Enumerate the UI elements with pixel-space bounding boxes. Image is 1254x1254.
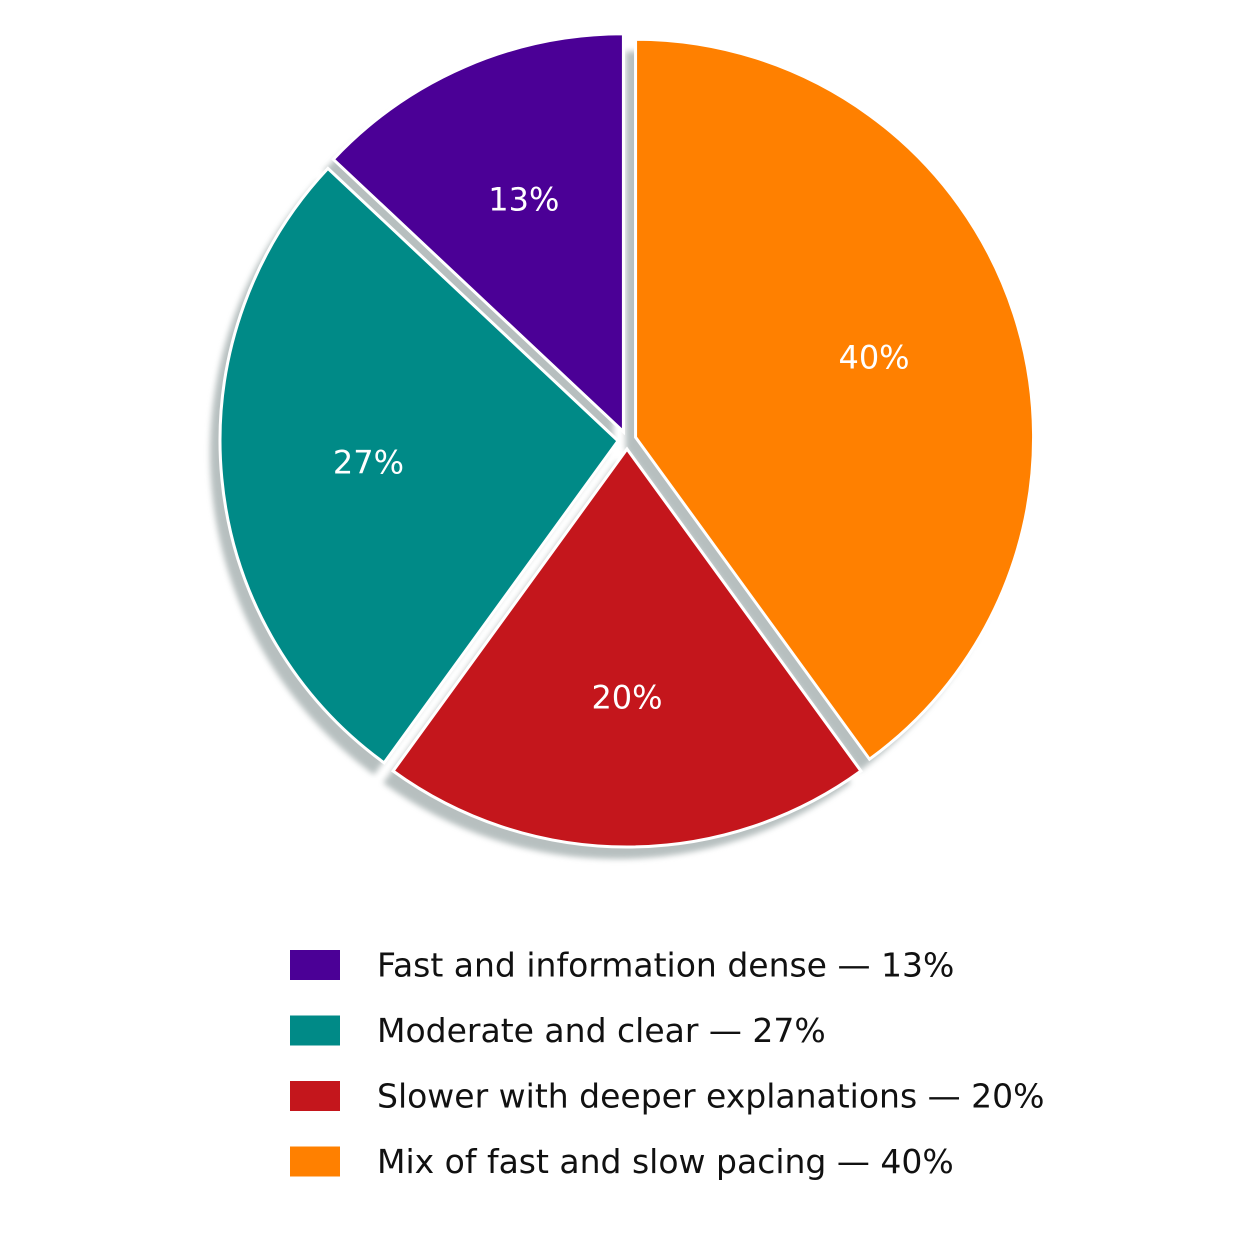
legend-label: Fast and information dense — 13% [377,946,954,985]
legend-label: Slower with deeper explanations — 20% [377,1077,1044,1116]
slice-layer: 13% 27% 20% 40% [218,32,1036,849]
legend-swatch [290,1081,340,1111]
legend-label: Moderate and clear — 27% [377,1011,826,1050]
legend: Fast and information dense — 13% Moderate… [290,946,1044,1181]
legend-swatch [290,1146,340,1177]
data-label: 13% [488,181,559,219]
slice [331,32,625,436]
slice [218,166,621,765]
slice [390,446,864,849]
data-label: 40% [838,339,909,377]
legend-swatch [290,1015,340,1046]
data-label: 27% [333,443,404,481]
slice [634,37,1036,762]
legend-label: Mix of fast and slow pacing — 40% [377,1142,954,1181]
data-label: 20% [591,679,662,717]
legend-swatch [290,950,340,980]
